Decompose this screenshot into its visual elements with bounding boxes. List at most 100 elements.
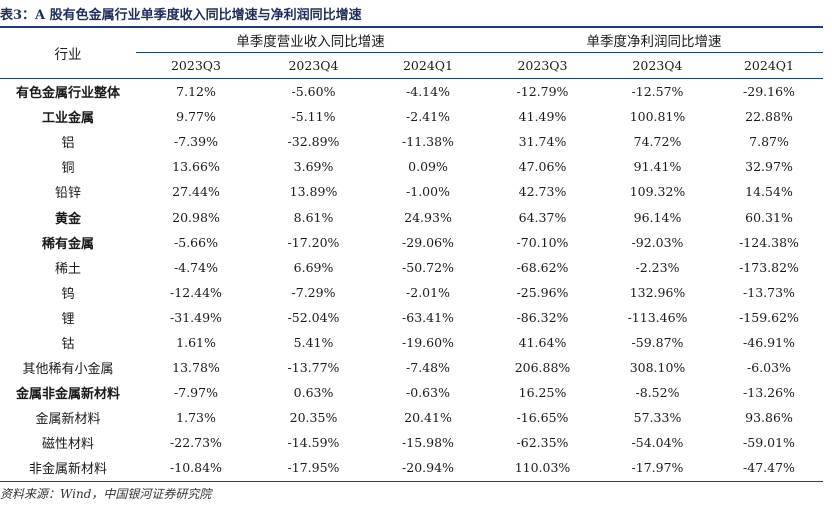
table-cell: -50.72% xyxy=(402,259,454,275)
row-label: 金属非金属新材料 xyxy=(15,387,120,403)
table-cell: 1.61% xyxy=(176,334,216,350)
table-cell: 1.73% xyxy=(176,410,216,426)
table-cell: -29.06% xyxy=(402,234,454,250)
header-period: 2024Q1 xyxy=(371,52,485,79)
table-cell: -86.32% xyxy=(516,309,569,325)
table-cell: -7.97% xyxy=(174,385,218,401)
table-row: 铅锌 27.44% 13.89% -1.00% 42.73% 109.32% 14.54% xyxy=(0,179,823,204)
table-cell: 13.78% xyxy=(172,360,220,376)
table-cell: -2.01% xyxy=(406,284,450,300)
table-row: 稀土 -4.74% 6.69% -50.72% -68.62% -2.23% -173.82… xyxy=(0,255,823,280)
row-label: 有色金属行业整体 xyxy=(15,86,120,102)
table-cell: -2.23% xyxy=(635,259,680,275)
table-cell: -5.60% xyxy=(291,84,336,100)
table-cell: 13.66% xyxy=(172,159,220,175)
table-cell: -13.77% xyxy=(287,360,340,376)
table-cell: -54.04% xyxy=(631,435,684,451)
table-cell: -13.73% xyxy=(743,284,795,300)
header-profit-group: 单季度净利润同比增速 xyxy=(485,28,823,53)
table-row: 黄金 20.98% 8.61% 24.93% 64.37% 96.14% 60.31% xyxy=(0,204,823,229)
row-label: 稀土 xyxy=(54,261,81,277)
table-cell: -46.91% xyxy=(743,334,795,350)
table-cell: -15.98% xyxy=(402,435,454,451)
table-cell: 7.12% xyxy=(176,84,216,100)
row-label: 锂 xyxy=(61,311,75,327)
header-industry: 行业 xyxy=(0,28,136,79)
table-row: 铜 13.66% 3.69% 0.09% 47.06% 91.41% 32.97% xyxy=(0,154,823,179)
table-cell: -2.41% xyxy=(406,109,450,125)
table-cell: -20.94% xyxy=(371,455,485,482)
table-cell: -4.14% xyxy=(406,84,450,100)
row-label: 金属新材料 xyxy=(35,412,101,428)
header-period: 2023Q3 xyxy=(485,52,600,79)
source-note: 资料来源：Wind，中国银河证券研究院 xyxy=(0,487,212,501)
table-cell: -12.44% xyxy=(170,284,222,300)
table-cell: 7.87% xyxy=(749,134,789,150)
table-cell: 22.88% xyxy=(745,109,793,125)
row-label: 稀有金属 xyxy=(41,236,94,252)
table-cell: 100.81% xyxy=(629,109,686,125)
header-period: 2023Q4 xyxy=(600,52,715,79)
table-cell: -1.00% xyxy=(406,184,450,200)
table-row: 金属非金属新材料 -7.97% 0.63% -0.63% 16.25% -8.52% -13… xyxy=(0,380,823,405)
table-row: 钨 -12.44% -7.29% -2.01% -25.96% 132.96% -13.73… xyxy=(0,280,823,305)
top-rule xyxy=(0,26,823,28)
table-cell: -13.26% xyxy=(743,385,795,401)
table-cell: -63.41% xyxy=(402,309,454,325)
table-cell: 96.14% xyxy=(633,209,682,225)
row-label: 其他稀有小金属 xyxy=(22,362,114,378)
table-cell: -6.03% xyxy=(747,360,791,376)
table-cell: -124.38% xyxy=(739,234,799,250)
table-cell: 5.41% xyxy=(293,334,334,350)
table-cell: -92.03% xyxy=(631,234,684,250)
table-cell: -19.60% xyxy=(402,334,454,350)
table-cell: -4.74% xyxy=(174,259,218,275)
table-cell: -14.59% xyxy=(287,435,340,451)
table-row: 工业金属 9.77% -5.11% -2.41% 41.49% 100.81% 22.88% xyxy=(0,104,823,129)
table-cell: 64.37% xyxy=(518,209,567,225)
table-cell: 16.25% xyxy=(518,385,567,401)
table-cell: 27.44% xyxy=(172,184,220,200)
table-cell: -11.38% xyxy=(402,134,454,150)
data-table: 行业 单季度营业收入同比增速 单季度净利润同比增速 2023Q3 2023Q4 … xyxy=(0,28,823,482)
table-cell: -70.10% xyxy=(516,234,569,250)
table-cell: 206.88% xyxy=(514,360,571,376)
header-revenue-group: 单季度营业收入同比增速 xyxy=(136,28,485,53)
header-period: 2023Q4 xyxy=(256,52,371,79)
table-cell: -16.65% xyxy=(516,410,569,426)
table-cell: -8.52% xyxy=(635,385,680,401)
table-cell: 132.96% xyxy=(629,284,686,300)
table-row: 钴 1.61% 5.41% -19.60% 41.64% -59.87% -46.91% xyxy=(0,330,823,355)
table-cell: -159.62% xyxy=(739,309,799,325)
table-cell: 13.89% xyxy=(289,184,338,200)
header-period: 2023Q3 xyxy=(136,52,256,79)
table-row: 金属新材料 1.73% 20.35% 20.41% -16.65% 57.33% 93.86… xyxy=(0,405,823,430)
table-cell: -12.57% xyxy=(631,84,684,100)
table-cell: -59.01% xyxy=(743,435,795,451)
table-cell: 47.06% xyxy=(518,159,567,175)
table-cell: -5.66% xyxy=(174,234,218,250)
table-cell: -59.87% xyxy=(631,334,684,350)
table-cell: -32.89% xyxy=(287,134,340,150)
table-cell: 41.64% xyxy=(518,334,567,350)
table-cell: -31.49% xyxy=(170,309,222,325)
table-cell: -5.11% xyxy=(291,109,336,125)
table-row: 锂 -31.49% -52.04% -63.41% -86.32% -113.46% -15… xyxy=(0,305,823,330)
table-cell: 91.41% xyxy=(633,159,682,175)
table-cell: -62.35% xyxy=(516,435,569,451)
table-cell: 308.10% xyxy=(629,360,686,376)
row-label: 黄金 xyxy=(54,211,81,227)
table-cell: -29.16% xyxy=(743,84,795,100)
table-cell: 31.74% xyxy=(518,134,567,150)
table-cell: -10.84% xyxy=(136,455,256,482)
table-cell: -113.46% xyxy=(627,309,688,325)
table-title: 表3：A 股有色金属行业单季度收入同比增速与净利润同比增速 xyxy=(0,8,362,23)
table-row: 有色金属行业整体 7.12% -5.60% -4.14% -12.79% -12.57% -… xyxy=(0,79,823,105)
table-cell: -25.96% xyxy=(516,284,569,300)
header-period: 2024Q1 xyxy=(715,52,823,79)
table-cell: 41.49% xyxy=(518,109,567,125)
table-cell: 57.33% xyxy=(633,410,682,426)
table-cell: 24.93% xyxy=(404,209,452,225)
table-cell: 60.31% xyxy=(745,209,793,225)
table-cell: -7.48% xyxy=(406,360,450,376)
